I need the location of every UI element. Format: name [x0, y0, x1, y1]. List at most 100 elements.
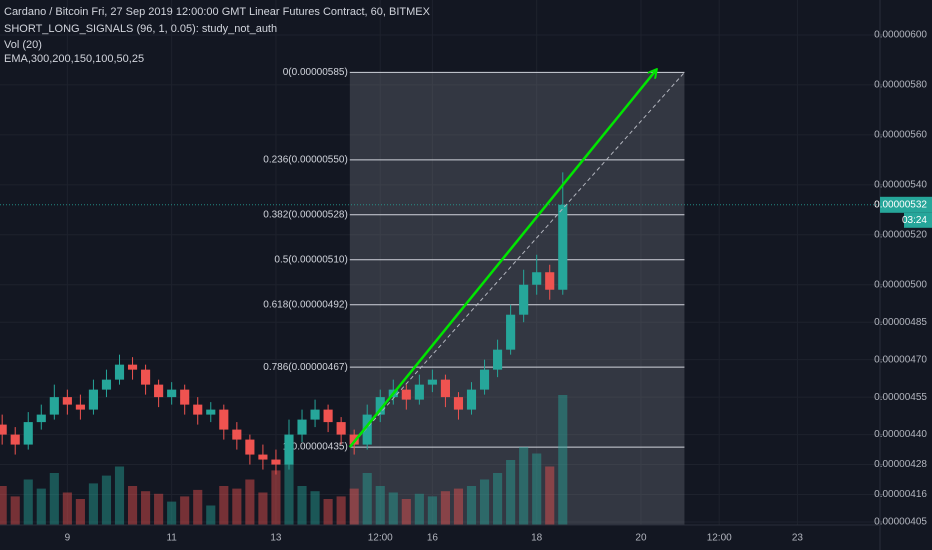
fib-label: 0(0.00000585) — [283, 67, 348, 78]
x-tick-label: 11 — [166, 533, 177, 544]
volume-bar — [506, 460, 516, 525]
legend-line: EMA,300,200,150,100,50,25 — [4, 53, 144, 65]
fib-label: 0.5(0.00000510) — [274, 254, 347, 265]
volume-bar — [558, 395, 568, 525]
candle-body — [519, 284, 529, 315]
candle-body — [427, 379, 437, 385]
volume-bar — [10, 496, 20, 525]
volume-bar — [336, 496, 346, 525]
candle-body — [245, 439, 255, 455]
candle-body — [336, 422, 346, 435]
volume-bar — [297, 486, 307, 525]
x-tick-label: 12:00 — [707, 533, 732, 544]
volume-bar — [258, 492, 268, 525]
candle-body — [310, 409, 320, 420]
x-tick-label: 20 — [635, 533, 647, 544]
volume-bar — [271, 470, 281, 525]
candle-body — [414, 384, 424, 400]
candle-body — [180, 389, 190, 405]
candle-body — [219, 409, 229, 430]
y-tick-label: 0.00000405 — [874, 517, 927, 528]
candle-body — [493, 349, 503, 370]
last-price-label: 0.00000532 — [874, 199, 927, 210]
volume-bar — [154, 493, 164, 525]
candle-body — [453, 397, 464, 410]
candle-body — [49, 397, 59, 415]
volume-bar — [349, 488, 359, 525]
candle-body — [36, 414, 46, 423]
y-tick-label: 0.00000455 — [874, 392, 927, 403]
candle-body — [375, 397, 385, 415]
volume-bar — [219, 486, 229, 525]
y-tick-label: 0.00000540 — [874, 179, 927, 190]
volume-bar — [375, 486, 385, 525]
trend-arrow — [348, 70, 656, 448]
volume-bar — [414, 493, 424, 525]
candle-body — [558, 204, 568, 290]
candle-body — [206, 409, 216, 415]
volume-bar — [479, 479, 490, 525]
candle-body — [75, 404, 85, 410]
candle-body — [466, 389, 477, 410]
volume-bar — [141, 491, 151, 525]
candle-body — [284, 434, 294, 465]
volume-bar — [0, 486, 7, 525]
candle-body — [141, 369, 151, 385]
volume-bar — [466, 486, 477, 525]
y-tick-label: 0.00000600 — [874, 30, 927, 41]
volume-bar — [401, 499, 411, 525]
y-tick-label: 0.00000500 — [874, 279, 927, 290]
volume-bar — [532, 453, 542, 525]
volume-bar — [193, 489, 203, 525]
volume-bar — [62, 492, 72, 525]
y-tick-label: 0.00000580 — [874, 80, 927, 91]
volume-bar — [245, 479, 255, 525]
y-tick-label: 0.00000440 — [874, 429, 927, 440]
countdown-label: 03:24 — [902, 215, 927, 226]
y-tick-label: 0.00000428 — [874, 459, 927, 470]
countdown-box — [904, 212, 932, 228]
volume-bar — [167, 501, 177, 525]
candle-body — [532, 272, 542, 285]
candle-body — [479, 369, 490, 390]
volume-bar — [519, 447, 529, 525]
x-tick-label: 12:00 — [368, 533, 393, 544]
volume-bar — [440, 491, 450, 525]
y-tick-label: 0.00000560 — [874, 130, 927, 141]
candle-body — [440, 379, 450, 398]
volume-bar — [75, 499, 85, 525]
candle-body — [271, 459, 281, 465]
volume-bar — [206, 505, 216, 525]
volume-bar — [427, 496, 437, 525]
candle-body — [127, 364, 138, 370]
fib-label: 1(0.00000435) — [283, 442, 348, 453]
candle-body — [167, 389, 177, 398]
y-tick-label: 0.00000470 — [874, 354, 927, 365]
fib-label: 0.786(0.00000467) — [263, 362, 348, 373]
last-price-box — [880, 196, 932, 213]
volume-bar — [88, 483, 98, 525]
volume-bar — [232, 488, 242, 525]
candle-body — [0, 424, 7, 435]
volume-bar — [362, 473, 372, 525]
candle-body — [88, 389, 98, 410]
legend-line: Cardano / Bitcoin Fri, 27 Sep 2019 12:00… — [4, 6, 431, 18]
candle-body — [193, 404, 203, 415]
candle-body — [349, 434, 359, 445]
volume-bar — [49, 473, 59, 525]
y-tick-label: 0.00000416 — [874, 489, 927, 500]
x-tick-label: 9 — [65, 533, 71, 544]
candle-body — [401, 389, 411, 400]
x-tick-label: 18 — [531, 533, 543, 544]
candle-body — [62, 397, 72, 405]
candle-body — [297, 419, 307, 435]
x-tick-label: 16 — [427, 533, 439, 544]
candle-body — [362, 414, 372, 445]
volume-bar — [310, 491, 320, 525]
volume-bar — [453, 488, 464, 525]
volume-bar — [545, 466, 555, 525]
candle-body — [323, 409, 333, 423]
volume-bar — [323, 499, 333, 525]
x-tick-label: 13 — [270, 533, 282, 544]
